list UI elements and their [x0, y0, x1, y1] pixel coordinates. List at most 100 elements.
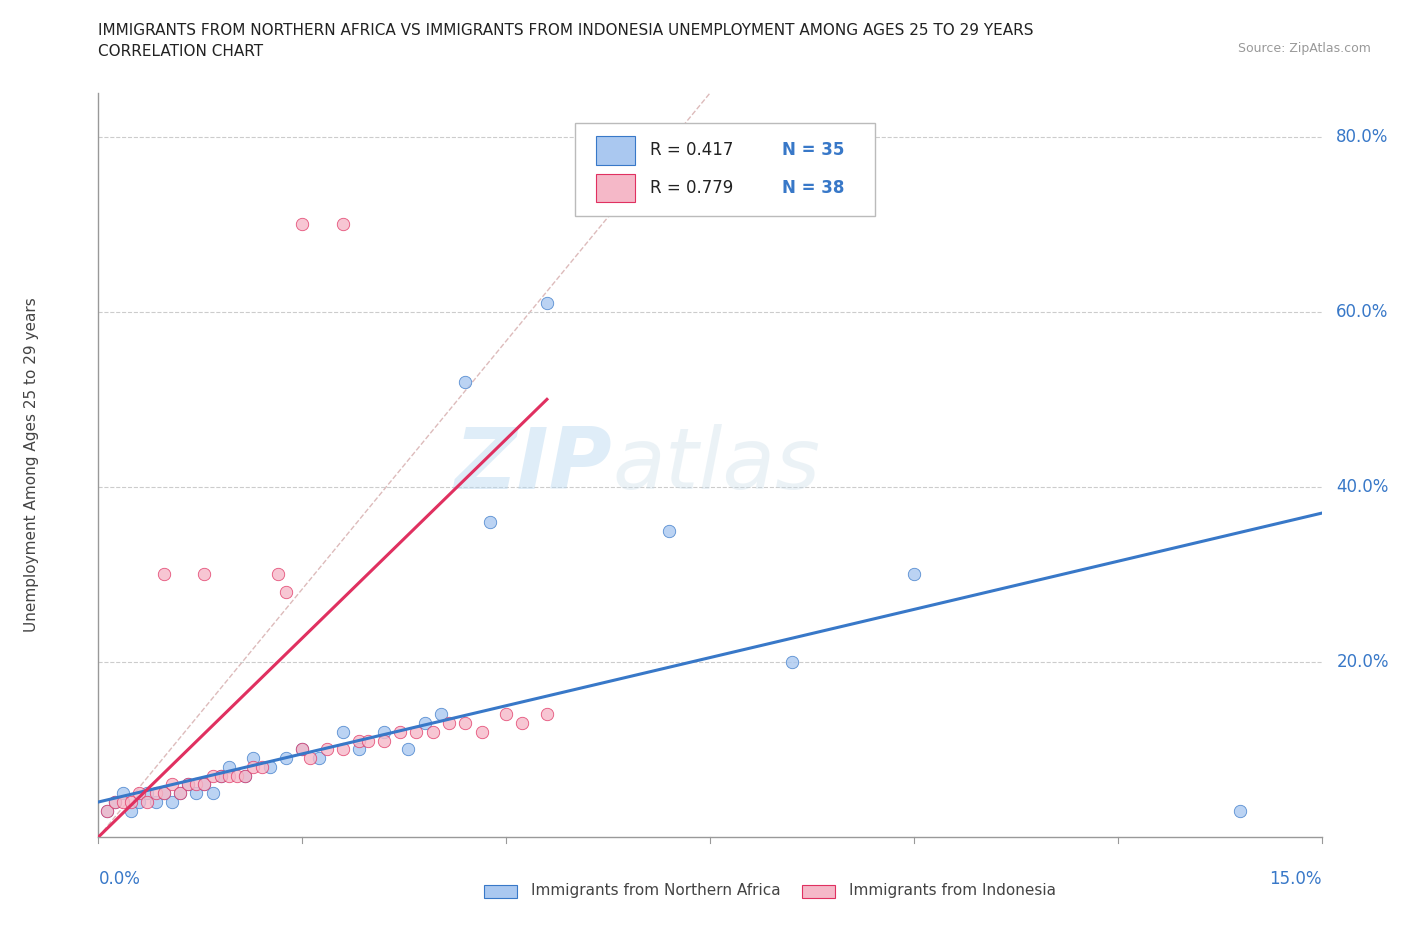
- Text: ZIP: ZIP: [454, 423, 612, 507]
- Point: [201, 786, 224, 801]
- Text: 40.0%: 40.0%: [1336, 478, 1389, 496]
- Point: [332, 217, 354, 232]
- Point: [193, 777, 215, 792]
- Text: Source: ZipAtlas.com: Source: ZipAtlas.com: [1237, 42, 1371, 55]
- Point: [177, 777, 200, 792]
- Point: [233, 768, 256, 783]
- Point: [152, 786, 174, 801]
- Point: [454, 716, 477, 731]
- Point: [152, 567, 174, 582]
- FancyBboxPatch shape: [596, 174, 636, 202]
- Point: [111, 786, 134, 801]
- Point: [356, 733, 378, 748]
- Point: [209, 768, 232, 783]
- Point: [186, 777, 208, 792]
- Point: [396, 742, 419, 757]
- Point: [104, 794, 127, 809]
- Point: [128, 794, 150, 809]
- Point: [478, 514, 501, 529]
- Point: [186, 786, 208, 801]
- Text: atlas: atlas: [612, 423, 820, 507]
- FancyBboxPatch shape: [575, 123, 875, 216]
- Point: [242, 760, 264, 775]
- Point: [104, 794, 127, 809]
- Point: [145, 794, 167, 809]
- Point: [218, 760, 240, 775]
- Point: [291, 742, 314, 757]
- Point: [536, 707, 558, 722]
- Point: [299, 751, 322, 765]
- Point: [308, 751, 330, 765]
- Point: [471, 724, 494, 739]
- Text: R = 0.417: R = 0.417: [650, 141, 749, 159]
- Point: [495, 707, 517, 722]
- Text: Immigrants from Northern Africa: Immigrants from Northern Africa: [531, 884, 782, 898]
- Point: [373, 733, 395, 748]
- Text: 60.0%: 60.0%: [1336, 303, 1389, 321]
- Point: [389, 724, 412, 739]
- Text: 15.0%: 15.0%: [1270, 870, 1322, 888]
- Point: [96, 804, 118, 818]
- Point: [430, 707, 453, 722]
- Point: [233, 768, 256, 783]
- Point: [120, 804, 142, 818]
- Point: [274, 751, 297, 765]
- Point: [201, 768, 224, 783]
- Point: [96, 804, 118, 818]
- Text: IMMIGRANTS FROM NORTHERN AFRICA VS IMMIGRANTS FROM INDONESIA UNEMPLOYMENT AMONG : IMMIGRANTS FROM NORTHERN AFRICA VS IMMIG…: [98, 23, 1033, 38]
- Text: R = 0.779: R = 0.779: [650, 179, 749, 197]
- Point: [128, 786, 150, 801]
- Text: 0.0%: 0.0%: [98, 870, 141, 888]
- Point: [136, 786, 159, 801]
- Point: [373, 724, 395, 739]
- Point: [512, 716, 534, 731]
- Point: [437, 716, 460, 731]
- Point: [903, 567, 925, 582]
- Point: [658, 524, 681, 538]
- Point: [267, 567, 290, 582]
- Point: [218, 768, 240, 783]
- Point: [169, 786, 191, 801]
- Point: [274, 584, 297, 599]
- Point: [259, 760, 281, 775]
- Point: [160, 777, 183, 792]
- Point: [291, 742, 314, 757]
- Point: [209, 768, 232, 783]
- Point: [315, 742, 337, 757]
- Point: [1229, 804, 1251, 818]
- Point: [145, 786, 167, 801]
- Point: [169, 786, 191, 801]
- Point: [177, 777, 200, 792]
- Point: [454, 375, 477, 390]
- Text: N = 35: N = 35: [782, 141, 845, 159]
- Point: [349, 733, 371, 748]
- Point: [332, 742, 354, 757]
- Point: [405, 724, 427, 739]
- Text: Immigrants from Indonesia: Immigrants from Indonesia: [849, 884, 1056, 898]
- Point: [160, 794, 183, 809]
- Point: [536, 296, 558, 311]
- Point: [780, 655, 803, 670]
- Text: 80.0%: 80.0%: [1336, 127, 1389, 146]
- Point: [242, 751, 264, 765]
- Text: CORRELATION CHART: CORRELATION CHART: [98, 44, 263, 59]
- FancyBboxPatch shape: [801, 884, 835, 898]
- Point: [226, 768, 249, 783]
- Point: [332, 724, 354, 739]
- Point: [193, 777, 215, 792]
- FancyBboxPatch shape: [596, 137, 636, 165]
- Point: [422, 724, 444, 739]
- Point: [250, 760, 273, 775]
- Text: N = 38: N = 38: [782, 179, 845, 197]
- Text: 20.0%: 20.0%: [1336, 653, 1389, 671]
- Point: [291, 217, 314, 232]
- Point: [349, 742, 371, 757]
- Point: [120, 794, 142, 809]
- Point: [152, 786, 174, 801]
- Point: [193, 567, 215, 582]
- FancyBboxPatch shape: [484, 884, 517, 898]
- Point: [413, 716, 436, 731]
- Point: [136, 794, 159, 809]
- Text: Unemployment Among Ages 25 to 29 years: Unemployment Among Ages 25 to 29 years: [24, 298, 38, 632]
- Point: [111, 794, 134, 809]
